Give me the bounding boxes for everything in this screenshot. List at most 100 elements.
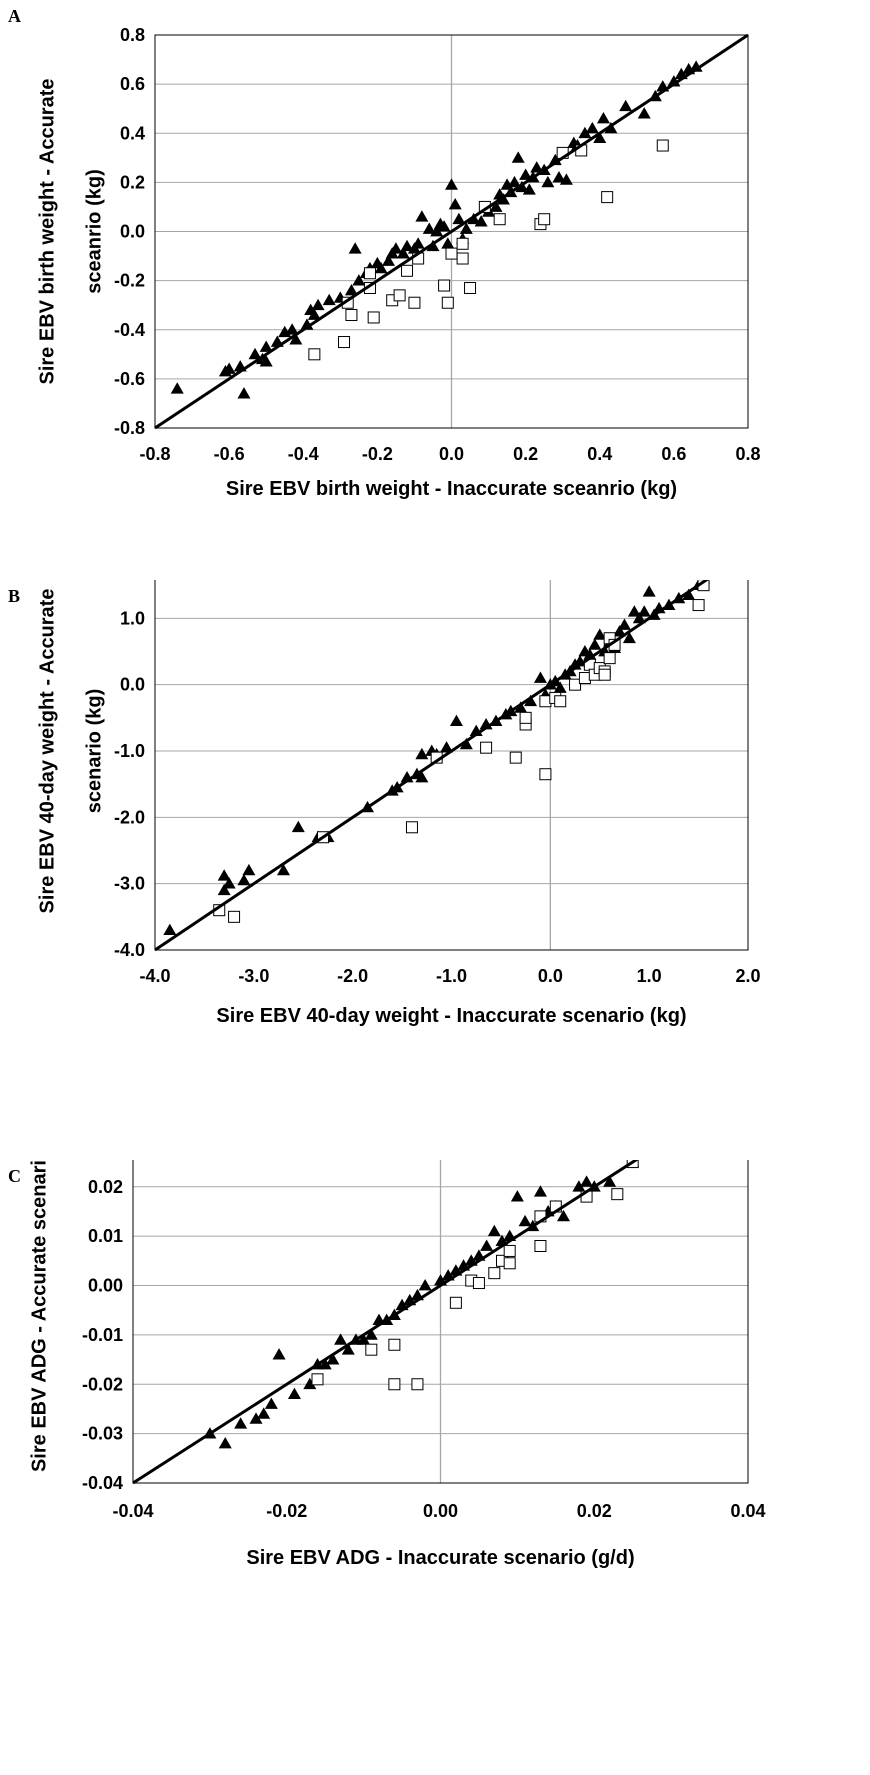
triangle-point <box>287 1387 301 1399</box>
y-tick-label: -0.8 <box>114 418 145 438</box>
y-tick-label: -4.0 <box>114 940 145 960</box>
triangle-point <box>415 771 429 783</box>
square-point <box>569 678 582 691</box>
square-point <box>456 237 469 250</box>
square-point <box>345 309 358 322</box>
triangle-point <box>242 863 256 876</box>
square-point <box>578 672 591 685</box>
triangle-point <box>514 701 528 713</box>
triangle-point <box>559 173 573 185</box>
y-axis-label: sceanrio (kg) <box>83 169 105 293</box>
x-axis-label: Sire EBV ADG - Inaccurate scenario (g/d) <box>246 1547 634 1569</box>
x-tick-label: 0.8 <box>735 444 760 464</box>
y-axis-label: Sire EBV 40-day weight - Accurate <box>36 589 58 914</box>
x-axis-label: Sire EBV birth weight - Inaccurate scean… <box>226 478 677 500</box>
triangle-point <box>510 1190 524 1202</box>
y-tick-label: -0.03 <box>82 1424 123 1444</box>
triangle-point <box>248 347 262 360</box>
y-tick-label: -3.0 <box>114 874 145 894</box>
square-point <box>338 336 351 349</box>
square-point <box>509 751 522 764</box>
x-tick-label: -0.8 <box>139 444 170 464</box>
triangle-point <box>422 222 436 234</box>
square-point <box>411 1378 424 1391</box>
triangle-point <box>352 274 366 286</box>
y-tick-label: -0.01 <box>82 1325 123 1345</box>
triangle-point <box>622 631 636 644</box>
triangle-point <box>522 183 536 195</box>
triangle-point <box>334 1333 348 1345</box>
y-tick-label: 0.0 <box>120 675 145 695</box>
square-point <box>388 1378 401 1391</box>
triangle-point <box>303 1377 317 1390</box>
square-point <box>445 247 458 260</box>
triangle-point <box>553 681 567 693</box>
triangle-point <box>632 611 646 624</box>
triangle-point <box>441 237 455 249</box>
panel-letter: B <box>8 586 21 606</box>
x-axis-label: Sire EBV 40-day weight - Inaccurate scen… <box>216 1005 686 1027</box>
square-point <box>438 279 451 292</box>
triangle-point <box>637 605 651 617</box>
x-tick-label: 0.04 <box>730 1501 765 1521</box>
triangle-point <box>637 107 651 119</box>
y-tick-label: 0.6 <box>120 74 145 94</box>
triangle-point <box>524 694 538 707</box>
triangle-point <box>257 1407 271 1419</box>
triangle-point <box>613 625 627 637</box>
y-tick-label: -0.04 <box>82 1473 123 1493</box>
square-point <box>534 1240 547 1252</box>
triangle-point <box>163 923 177 935</box>
triangle-point <box>459 222 473 234</box>
square-point <box>388 1338 401 1351</box>
triangle-point <box>449 714 463 727</box>
triangle-point <box>518 1214 532 1227</box>
triangle-point <box>489 200 503 212</box>
square-point <box>503 1257 516 1270</box>
plot-frame <box>154 34 749 429</box>
triangle-point <box>580 1175 594 1187</box>
square-point <box>598 668 611 681</box>
triangle-point <box>259 340 273 352</box>
square-point <box>456 252 469 265</box>
square-point <box>228 910 241 923</box>
square-point <box>441 296 454 309</box>
y-tick-label: -0.02 <box>82 1374 123 1394</box>
square-point <box>472 1277 485 1290</box>
y-tick-label: -0.6 <box>114 369 145 389</box>
scatter-plot-c: -0.04-0.03-0.02-0.010.000.010.020.030.04… <box>28 1160 766 1569</box>
triangle-point <box>533 1185 547 1197</box>
chart-panel-b: B -4.0-3.0-2.0-1.00.01.02.0-4.0-3.0-2.0-… <box>0 580 870 1160</box>
triangle-point <box>682 588 696 600</box>
triangle-point <box>430 225 444 237</box>
square-point <box>367 311 380 324</box>
triangle-point <box>511 151 525 163</box>
triangle-point <box>170 382 184 394</box>
square-point <box>488 1267 501 1280</box>
triangle-point <box>234 1417 248 1429</box>
square-point <box>464 281 477 294</box>
triangle-point <box>396 247 410 259</box>
triangle-point <box>264 1397 278 1409</box>
square-point <box>393 289 406 302</box>
triangle-point <box>474 215 488 227</box>
square-point <box>538 213 551 226</box>
x-tick-label: -4.0 <box>139 966 170 986</box>
identity-line <box>132 1160 639 1485</box>
y-tick-label: 0.0 <box>120 222 145 242</box>
panel-letter: A <box>8 6 21 26</box>
y-tick-label: -1.0 <box>114 741 145 761</box>
triangle-point <box>415 210 429 222</box>
x-tick-label: 2.0 <box>735 966 760 986</box>
chart-panel-c: C -0.04-0.03-0.02-0.010.000.010.020.030.… <box>0 1160 870 1775</box>
triangle-point <box>619 99 633 112</box>
triangle-point <box>585 121 599 134</box>
square-point <box>692 599 705 612</box>
triangle-point <box>276 863 290 876</box>
square-point <box>656 139 669 152</box>
scatter-plot-a: -0.8 -0.6 -0.4 -0.2 0.0 0.2 0.4 0.6 0.8 -0.8 -0.6 -… <box>36 25 760 500</box>
square-point <box>308 348 321 361</box>
x-tick-label: 0.0 <box>538 966 563 986</box>
triangle-point <box>311 298 325 311</box>
triangle-point <box>357 1333 371 1345</box>
